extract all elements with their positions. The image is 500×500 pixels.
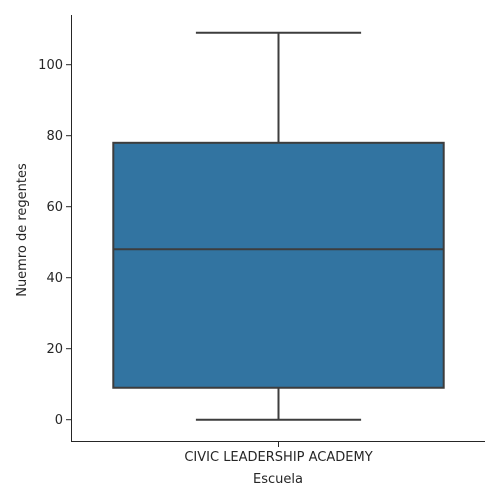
y-tick-label: 0: [55, 413, 63, 428]
y-tick-label: 20: [46, 342, 63, 357]
y-tick-label: 80: [46, 129, 63, 144]
iqr-box: [112, 141, 445, 389]
x-tick-label: CIVIC LEADERSHIP ACADEMY: [184, 450, 372, 465]
y-axis-ticks: 0 20 40 60 80 100: [38, 58, 72, 428]
y-axis-label: Nuemro de regentes: [15, 163, 30, 297]
y-tick-label: 100: [38, 58, 63, 73]
x-axis-ticks: CIVIC LEADERSHIP ACADEMY: [184, 441, 373, 465]
x-axis-label: Escuela: [253, 472, 303, 487]
plot-area: [112, 31, 445, 421]
y-tick-label: 60: [46, 200, 63, 215]
y-tick-label: 40: [46, 271, 63, 286]
